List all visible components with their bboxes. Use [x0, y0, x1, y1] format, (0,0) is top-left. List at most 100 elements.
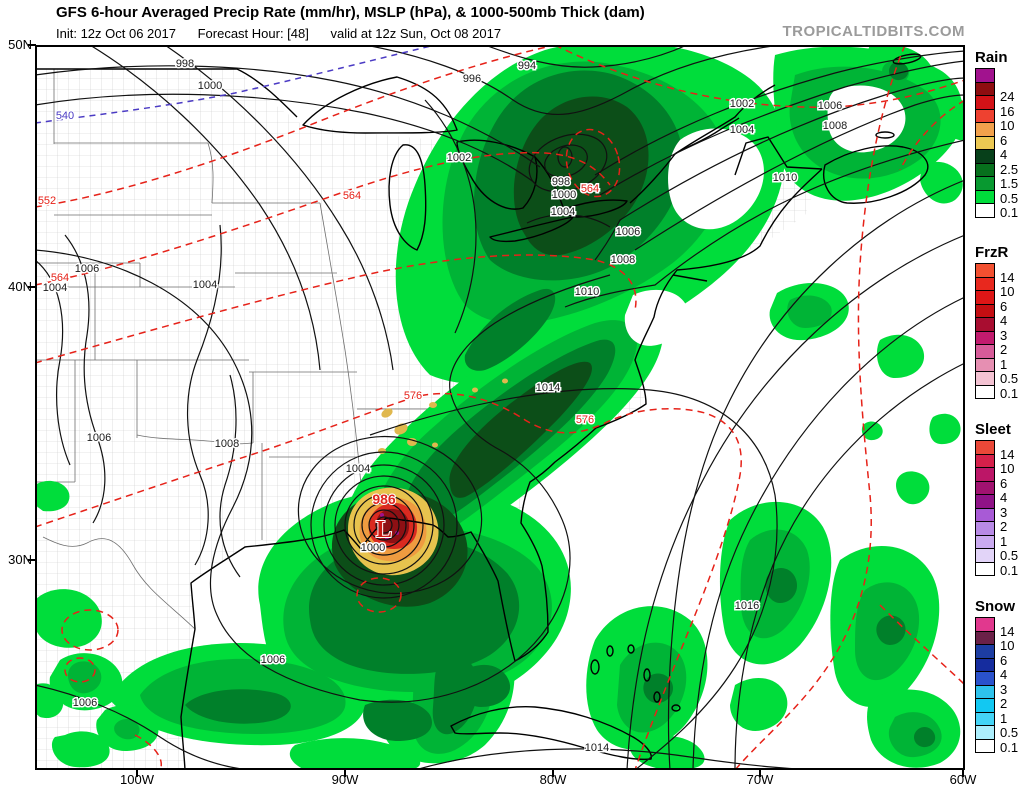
svg-text:540: 540 — [56, 110, 74, 122]
legend-tick-label: 1 — [1000, 357, 1008, 372]
legend-tick-label: 3 — [1000, 328, 1008, 343]
isobars — [34, 44, 966, 771]
valid-time: valid at 12z Sun, Oct 08 2017 — [330, 26, 502, 41]
lat-label-40n: 40N — [8, 279, 32, 294]
svg-text:552: 552 — [38, 195, 56, 207]
isobar-labels: 998 1000 996 994 1002 998 1000 1004 1002… — [41, 57, 848, 756]
legend-color-swatch — [975, 630, 995, 645]
legend-snow: Snow 14 10 6 4 3 2 1 0.5 0.1 — [975, 598, 1023, 755]
lon-label-90w: 90W — [331, 772, 359, 786]
legend-frzr: FrzR 14 10 6 4 3 2 1 0.5 0.1 — [975, 244, 1023, 401]
svg-text:998: 998 — [552, 176, 570, 188]
legend-snow-title: Snow — [975, 598, 1015, 615]
legend-tick-label: 16 — [1000, 104, 1015, 119]
svg-text:1006: 1006 — [261, 654, 285, 666]
svg-text:1004: 1004 — [551, 206, 575, 218]
svg-text:998: 998 — [176, 58, 194, 70]
forecast-hour: Forecast Hour: [48] — [197, 26, 309, 41]
svg-text:1000: 1000 — [198, 80, 222, 92]
svg-text:1000: 1000 — [361, 542, 385, 554]
legend-color-swatch — [975, 263, 995, 278]
legend-color-swatch — [975, 317, 995, 332]
legend-tick-label: 10 — [1000, 284, 1015, 299]
legend-tick-label: 2 — [1000, 696, 1008, 711]
legend-color-swatch — [975, 371, 995, 386]
legend-color-swatch — [975, 561, 995, 576]
svg-text:564: 564 — [343, 190, 361, 202]
legend-tick-label: 1 — [1000, 711, 1008, 726]
legend-color-swatch — [975, 189, 995, 204]
legend-color-swatch — [975, 698, 995, 713]
weather-map: 998 1000 996 994 1002 998 1000 1004 1002… — [34, 41, 968, 771]
map-svg: 998 1000 996 994 1002 998 1000 1004 1002… — [34, 41, 968, 771]
legend-color-swatch — [975, 122, 995, 137]
legend-tick-label: 14 — [1000, 624, 1015, 639]
svg-text:1008: 1008 — [215, 438, 239, 450]
legend-tick-label: 0.5 — [1000, 725, 1019, 740]
legend-color-swatch — [975, 149, 995, 164]
svg-text:1004: 1004 — [730, 124, 754, 136]
svg-text:1014: 1014 — [585, 742, 609, 754]
init-line: Init: 12z Oct 06 2017 Forecast Hour: [48… — [56, 26, 519, 41]
watermark: TROPICALTIDBITS.COM — [782, 23, 965, 40]
svg-text:1000: 1000 — [552, 189, 576, 201]
legend-color-swatch — [975, 494, 995, 509]
legend-tick-label: 10 — [1000, 118, 1015, 133]
svg-text:576: 576 — [576, 414, 594, 426]
legend-tick-label: 2 — [1000, 342, 1008, 357]
low-center: 986 L — [371, 490, 397, 544]
legend-tick-label: 10 — [1000, 461, 1015, 476]
lat-tick — [28, 44, 36, 46]
legend-color-swatch — [975, 507, 995, 522]
legend-color-swatch — [975, 135, 995, 150]
svg-text:1016: 1016 — [735, 600, 759, 612]
thickness-labels: 540 552 564 564 564 576 576 — [36, 109, 600, 428]
lon-tick — [344, 770, 346, 777]
legend-color-swatch — [975, 453, 995, 468]
legend-color-swatch — [975, 725, 995, 740]
lat-tick — [28, 286, 36, 288]
legend-tick-label: 0.1 — [1000, 386, 1019, 401]
svg-text:1006: 1006 — [75, 263, 99, 275]
legend-sleet: Sleet 14 10 6 4 3 2 1 0.5 0.1 — [975, 421, 1023, 578]
legend-tick-label: 14 — [1000, 270, 1015, 285]
legend-tick-label: 10 — [1000, 638, 1015, 653]
svg-text:1002: 1002 — [730, 98, 754, 110]
legend-color-swatch — [975, 384, 995, 399]
svg-text:994: 994 — [518, 60, 536, 72]
lat-tick — [28, 559, 36, 561]
legend-color-swatch — [975, 176, 995, 191]
legend-tick-label: 4 — [1000, 490, 1008, 505]
lon-tick — [552, 770, 554, 777]
legend-tick-label: 2.5 — [1000, 162, 1019, 177]
legend-color-swatch — [975, 644, 995, 659]
legend-tick-label: 0.5 — [1000, 371, 1019, 386]
svg-text:564: 564 — [581, 183, 599, 195]
svg-text:1004: 1004 — [346, 463, 370, 475]
legend-color-swatch — [975, 303, 995, 318]
low-symbol: L — [376, 517, 392, 543]
svg-text:1004: 1004 — [193, 279, 217, 291]
legend-tick-label: 6 — [1000, 299, 1008, 314]
legend-tick-label: 0.1 — [1000, 563, 1019, 578]
init-time: Init: 12z Oct 06 2017 — [56, 26, 176, 41]
svg-text:564: 564 — [51, 272, 69, 284]
legend-color-swatch — [975, 162, 995, 177]
legend-tick-label: 0.1 — [1000, 740, 1019, 755]
legend-tick-label: 4 — [1000, 313, 1008, 328]
legend-tick-label: 2 — [1000, 519, 1008, 534]
legend-color-swatch — [975, 521, 995, 536]
lat-label-50n: 50N — [8, 37, 32, 52]
svg-text:1006: 1006 — [818, 100, 842, 112]
svg-text:1008: 1008 — [823, 120, 847, 132]
legend-tick-label: 4 — [1000, 147, 1008, 162]
legend-sleet-title: Sleet — [975, 421, 1011, 438]
legend-color-swatch — [975, 548, 995, 563]
thickness-contours — [34, 44, 966, 771]
lon-tick — [759, 770, 761, 777]
legend-tick-label: 0.1 — [1000, 205, 1019, 220]
svg-text:1006: 1006 — [616, 226, 640, 238]
legend-color-swatch — [975, 738, 995, 753]
precip-shading — [35, 41, 968, 770]
svg-text:1002: 1002 — [447, 152, 471, 164]
